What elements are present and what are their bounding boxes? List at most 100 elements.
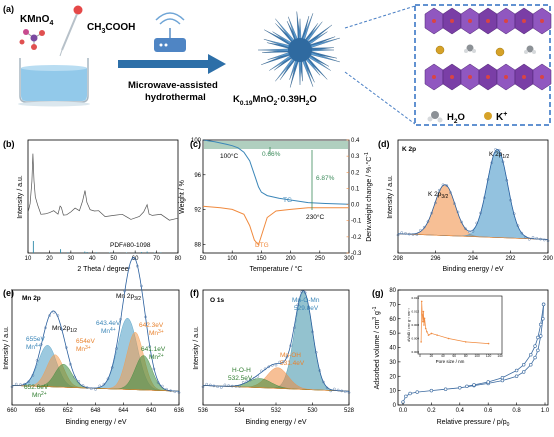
pdf-label: PDF#80-1098 — [110, 242, 151, 249]
panel-b-frame — [27, 139, 179, 254]
panel-f-ylabel: Intensity / a.u. — [193, 326, 200, 370]
panel-b-xlabel: 2 Theta / degree — [77, 266, 128, 273]
panel-f-x-tick-label: 532 — [271, 408, 282, 414]
panel-f-data-point — [292, 326, 296, 330]
panel-e: (e) Mn 2p 660 656 652 648 644 640 636 Mn 2p1/2… — [3, 256, 185, 426]
label-531: 531.4eV — [280, 360, 305, 367]
panel-e-data-point — [98, 384, 101, 388]
label-654: 654eV — [76, 338, 95, 345]
panel-e-data-point — [148, 345, 152, 348]
panel-b-x-tick-label: 70 — [153, 256, 160, 262]
panel-d-data-point — [482, 196, 486, 200]
inset-frame — [417, 295, 503, 355]
panel-g-x-tick-label: 0.0 — [399, 408, 408, 414]
panel-d-x-tick-label: 298 — [393, 256, 404, 262]
panel-f-data-point — [281, 360, 285, 363]
label-tg: TG — [283, 197, 292, 204]
panel-c-label: (c) — [190, 139, 201, 149]
inset-x-tick-label: 40 — [441, 354, 445, 358]
panel-d-data-point — [531, 235, 535, 239]
panel-e-label: (e) — [3, 288, 14, 298]
label-655-ion: Mn4+ — [26, 343, 41, 351]
adsorption-point — [404, 394, 408, 399]
potassium-ion — [495, 47, 505, 57]
inset-x-tick-label: 140 — [497, 354, 503, 358]
panel-e-x-tick-label: 644 — [118, 408, 129, 414]
inset-ylabel: dV/dD / cm³ g⁻¹ nm⁻¹ — [407, 308, 411, 342]
panel-g-ylabel: Adsorbed volume / cm3 g-1 — [372, 306, 381, 389]
panel-e-envelope — [11, 257, 180, 392]
panel-f-data-point — [303, 291, 307, 294]
panel-d-x-tick-label: 292 — [505, 256, 516, 262]
panel-e-data-point — [135, 264, 139, 268]
panel-f-data-point — [252, 376, 256, 380]
pore-distribution-point — [421, 314, 424, 316]
panel-d-data-point — [441, 183, 445, 187]
panel-e-data-point — [156, 381, 160, 384]
panel-c-x-tick-label: 250 — [315, 256, 326, 262]
desorption-point — [529, 352, 533, 357]
water-hydrogen — [524, 50, 528, 54]
panel-f-x-tick-label: 534 — [234, 408, 245, 414]
adsorption-point — [443, 387, 448, 391]
adsorption-point — [415, 390, 419, 394]
pore-distribution-point — [422, 310, 425, 313]
panel-e-data-point — [10, 385, 14, 389]
inset-x-tick-label: 120 — [486, 354, 492, 358]
panel-f-data-point — [205, 382, 208, 386]
panel-e-x-tick-label: 652 — [63, 408, 74, 414]
legend-h2o: H2O — [447, 112, 465, 125]
panel-f-data-point — [234, 385, 238, 388]
panel-f-data-point — [340, 389, 344, 393]
pore-distribution-point — [420, 300, 423, 303]
panel-d-data-point — [475, 221, 479, 225]
panel-f-data-point — [296, 303, 300, 307]
panel-c-ylabel-left: Weight / % — [179, 180, 186, 214]
panel-f-xlabel: Binding energy / eV — [245, 419, 306, 426]
inset-y-tick-label: 0.012 — [411, 310, 419, 314]
panel-d-data-point — [505, 178, 509, 182]
panel-f-data-point — [201, 385, 205, 389]
panel-c-marks: 50 100 150 200 250 300 88 92 96 100 -0.3 -0.2 -0.1 0.… — [191, 138, 362, 262]
panel-f-data-point — [285, 355, 289, 359]
panel-d-data-point — [524, 235, 527, 239]
oxygen-atom — [504, 19, 508, 23]
panel-b-ylabel: Intensity / a.u. — [17, 175, 24, 219]
panel-e-data-point — [48, 314, 51, 317]
panel-b-x-tick-label: 10 — [25, 256, 32, 262]
panel-e-data-point — [73, 375, 76, 379]
panel-e-data-point — [44, 326, 47, 330]
oxygen-atom — [450, 19, 454, 23]
label-066: 0.66% — [262, 151, 281, 158]
panel-a-label: (a) — [3, 4, 14, 14]
panel-f-label: (f) — [190, 288, 199, 298]
panel-f-data-point — [336, 388, 340, 392]
panel-d-data-point — [512, 212, 516, 215]
panel-f-data-point — [256, 375, 260, 378]
oxygen-atom — [486, 19, 490, 23]
panel-c-yr-tick-label: 0.2 — [351, 170, 360, 176]
panel-f-data-point — [311, 330, 314, 334]
panel-e-data-point — [169, 389, 172, 393]
panel-d-data-point — [543, 238, 546, 242]
panel-c-yl-tick-label: 96 — [194, 173, 201, 179]
panel-f-x-tick-label: 530 — [307, 408, 318, 414]
panel-g-marks: 0.0 0.2 0.4 0.6 0.8 1.0 0 10 20 30 40 50 60 70 80 — [389, 288, 550, 414]
panel-e-title: Mn 2p — [22, 295, 41, 302]
panel-e-ylabel: Intensity / a.u. — [3, 326, 10, 370]
label-6526-ion: Mn2+ — [32, 391, 47, 399]
panel-d-data-point — [509, 198, 512, 202]
panel-d-data-point — [490, 161, 494, 164]
label-6434-ion: Mn4+ — [101, 327, 116, 335]
panel-e-data-point — [102, 382, 106, 386]
panel-d-marks: 298 296 294 292 290 — [393, 148, 554, 262]
panel-c-yr-tick-label: 0.3 — [351, 154, 360, 160]
panel-d-x-tick-label: 290 — [543, 256, 554, 262]
panel-d-data-point — [494, 148, 497, 151]
panel-g-y-tick-label: 40 — [389, 346, 396, 352]
adsorption-point — [529, 363, 533, 367]
inset-x-tick-label: 0 — [419, 354, 421, 358]
panel-b-x-tick-label: 20 — [46, 256, 53, 262]
panel-d-data-point — [400, 231, 404, 234]
